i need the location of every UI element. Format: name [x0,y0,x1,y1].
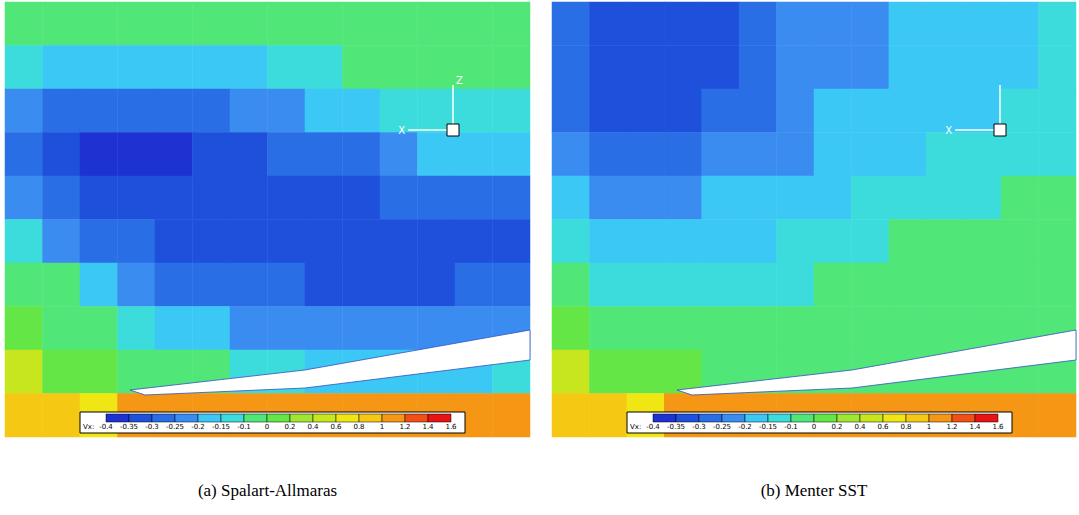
svg-text:0.2: 0.2 [284,423,295,431]
svg-text:1: 1 [927,423,931,431]
svg-text:X: X [398,125,405,136]
svg-text:Vx:: Vx: [83,423,94,431]
svg-text:-0.2: -0.2 [738,423,752,431]
svg-text:0.6: 0.6 [877,423,889,431]
svg-text:-0.1: -0.1 [237,423,251,431]
svg-text:0.4: 0.4 [854,423,866,431]
svg-text:-0.35: -0.35 [667,423,685,431]
svg-text:0: 0 [265,423,269,431]
svg-text:-0.2: -0.2 [191,423,205,431]
svg-text:X: X [945,125,952,136]
svg-text:1.4: 1.4 [422,423,434,431]
svg-text:-0.35: -0.35 [120,423,138,431]
svg-text:-0.4: -0.4 [646,423,660,431]
svg-text:1.6: 1.6 [992,423,1004,431]
svg-text:-0.1: -0.1 [784,423,798,431]
svg-text:-0.4: -0.4 [99,423,113,431]
svg-text:Vx:: Vx: [630,423,641,431]
svg-text:(b) Menter SST: (b) Menter SST [761,481,868,500]
svg-text:(a) Spalart-Allmaras: (a) Spalart-Allmaras [198,481,337,500]
svg-text:0.4: 0.4 [307,423,319,431]
svg-text:-0.3: -0.3 [145,423,159,431]
svg-text:1.2: 1.2 [399,423,410,431]
svg-text:-0.3: -0.3 [692,423,706,431]
svg-text:1: 1 [380,423,384,431]
svg-text:0.8: 0.8 [900,423,911,431]
svg-text:-0.15: -0.15 [212,423,230,431]
svg-text:1.4: 1.4 [969,423,981,431]
svg-text:-0.15: -0.15 [759,423,777,431]
svg-text:-0.25: -0.25 [713,423,731,431]
svg-text:1.2: 1.2 [946,423,957,431]
svg-text:0.2: 0.2 [831,423,842,431]
svg-text:0: 0 [812,423,816,431]
svg-text:1.6: 1.6 [445,423,457,431]
svg-text:0.8: 0.8 [353,423,364,431]
svg-text:Z: Z [456,75,463,86]
svg-text:-0.25: -0.25 [166,423,184,431]
svg-text:0.6: 0.6 [330,423,342,431]
